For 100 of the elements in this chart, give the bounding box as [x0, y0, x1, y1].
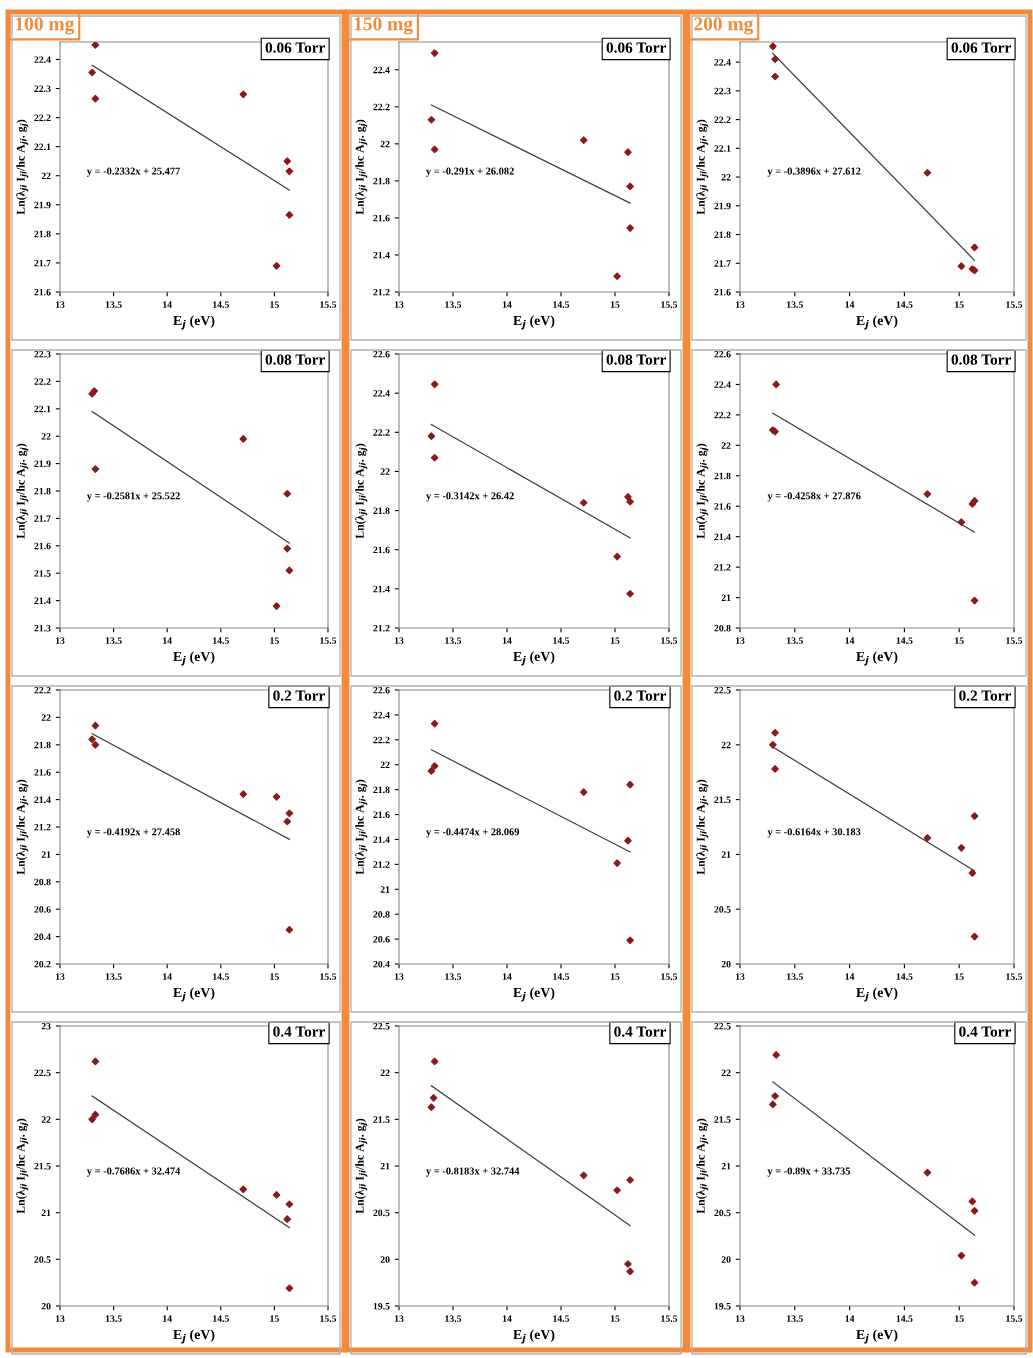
x-tick-label: 15.5: [1006, 973, 1023, 980]
text: Ln(λ$_{ji}$ I$_{ji}$/hc A$_{ji}$. g$_{j}$): [696, 443, 709, 539]
y-tick-label: 22.3: [34, 85, 51, 93]
y-tick-label: 22: [380, 468, 390, 475]
chart-title: 0.2 Torr: [273, 690, 325, 701]
y-tick-label: 21.6: [34, 288, 51, 296]
x-tick-label: 15: [270, 973, 279, 980]
y-tick-label: 21: [41, 1209, 51, 1217]
y-tick-label: 21.4: [373, 251, 390, 259]
y-tick-label: 22.4: [714, 59, 731, 66]
y-tick-label: 19.5: [714, 1302, 731, 1310]
chart-title: 0.08 Torr: [951, 354, 1011, 365]
text: Ln(λ$_{ji}$ I$_{ji}$/hc A$_{ji}$. g$_{j}$): [355, 1118, 368, 1214]
y-tick-label: 20: [721, 1256, 731, 1263]
y-tick-label: 20: [41, 1302, 51, 1310]
y-tick-label: 21.7: [34, 515, 51, 522]
y-tick-label: 22: [721, 442, 731, 449]
y-tick-label: 22: [41, 714, 51, 721]
x-tick-label: 14.5: [553, 1315, 570, 1322]
text: Ln(λ$_{ji}$ I$_{ji}$/hc A$_{ji}$. g$_{j}$): [696, 119, 709, 215]
text: Ln(λ$_{ji}$ I$_{ji}$/hc A$_{ji}$. g$_{j}$): [16, 1118, 29, 1214]
y-tick-label: 22.2: [34, 378, 51, 385]
x-tick-label: 13: [735, 637, 745, 644]
x-axis-title: E$_{j}$ (eV): [513, 987, 555, 1002]
x-tick-label: 15: [610, 973, 620, 980]
annotation: y = -0.291x + 26.082: [426, 167, 514, 177]
y-tick-label: 21.8: [714, 231, 731, 239]
x-tick-label: 13: [735, 301, 745, 308]
annotation: y = -0.4474x + 28.069: [426, 828, 520, 838]
x-tick-label: 14: [845, 637, 855, 644]
y-tick-label: 21.4: [373, 836, 390, 843]
annotation: y = -0.6164x + 30.183: [767, 828, 861, 838]
x-tick-label: 15: [610, 301, 620, 308]
x-tick-label: 14: [163, 1315, 172, 1322]
y-tick-label: 21.8: [714, 472, 731, 480]
chart-subtitle: 100 mg: [16, 17, 75, 35]
chart-title: 0.08 Torr: [265, 354, 325, 365]
y-tick-label: 21.2: [714, 564, 731, 571]
y-tick-label: 21.8: [373, 786, 390, 794]
x-tick-label: 13.5: [445, 1315, 462, 1322]
y-tick-label: 22: [380, 1069, 390, 1077]
y-tick-label: 21.6: [373, 546, 390, 554]
y-tick-label: 22.5: [714, 1022, 731, 1030]
x-tick-label: 13.5: [105, 1315, 122, 1322]
y-tick-label: 21.8: [373, 177, 390, 185]
y-tick-label: 22.2: [373, 429, 390, 436]
annotation: y = -0.3896x + 27.612: [767, 167, 861, 177]
y-tick-label: 22.4: [373, 711, 390, 719]
y-tick-label: 22: [721, 1069, 731, 1077]
text: Ln(λ$_{ji}$ I$_{ji}$/hc A$_{ji}$. g$_{j}$): [696, 779, 709, 875]
y-tick-label: 22.6: [714, 350, 731, 358]
y-tick-label: 21.2: [34, 823, 51, 831]
y-tick-label: 20.6: [373, 936, 390, 943]
x-tick-label: 13.5: [445, 301, 462, 308]
x-tick-label: 15: [955, 973, 964, 980]
y-tick-label: 19.5: [373, 1302, 390, 1310]
x-tick-label: 13.5: [105, 973, 122, 980]
x-tick-label: 14.5: [553, 301, 570, 308]
chart-title: 0.06 Torr: [265, 42, 325, 53]
text: Ln(λ$_{ji}$ I$_{ji}$/hc A$_{ji}$. g$_{j}$): [16, 443, 29, 539]
x-tick-label: 15.5: [320, 1315, 337, 1322]
x-tick-label: 15.5: [661, 1315, 678, 1322]
y-tick-label: 21.9: [34, 201, 51, 209]
y-tick-label: 21.6: [34, 542, 51, 550]
x-axis-title: E$_{j}$ (eV): [856, 651, 898, 666]
chart-subtitle: 150 mg: [354, 17, 413, 35]
y-tick-label: 22: [380, 140, 390, 148]
chart-title: 0.4 Torr: [959, 1026, 1011, 1037]
x-axis-title: E$_{j}$ (eV): [173, 315, 215, 330]
y-tick-label: 22.2: [373, 103, 390, 111]
x-tick-label: 15.5: [1006, 301, 1023, 308]
x-tick-label: 14: [502, 1315, 512, 1322]
y-tick-label: 21.5: [373, 1116, 390, 1123]
y-tick-label: 21.6: [373, 811, 390, 819]
y-tick-label: 23: [41, 1022, 51, 1030]
y-tick-label: 20.4: [373, 960, 390, 968]
y-tick-label: 21.4: [373, 585, 390, 593]
y-tick-label: 21.8: [373, 507, 390, 515]
x-tick-label: 14.5: [213, 973, 229, 980]
x-tick-label: 14: [163, 301, 172, 308]
y-tick-label: 22.4: [714, 381, 731, 388]
annotation: y = -0.8183x + 32.744: [426, 1167, 520, 1177]
y-tick-label: 22.2: [34, 686, 51, 694]
x-tick-label: 15.5: [661, 637, 678, 644]
x-tick-label: 14.5: [553, 637, 570, 644]
y-tick-label: 22.2: [34, 114, 51, 122]
x-tick-label: 13.5: [445, 973, 462, 980]
y-tick-label: 21.5: [34, 1162, 51, 1170]
x-tick-label: 14.5: [213, 301, 229, 308]
x-axis-title: E$_{j}$ (eV): [856, 315, 898, 330]
y-tick-label: 21.7: [714, 260, 731, 267]
y-tick-label: 22: [41, 1116, 51, 1123]
y-tick-label: 22.4: [373, 390, 390, 397]
x-tick-label: 15.5: [1006, 1315, 1023, 1322]
y-tick-label: 21: [721, 1162, 731, 1170]
annotation: y = -0.4258x + 27.876: [767, 492, 861, 502]
y-tick-label: 21.7: [34, 259, 51, 267]
x-axis-title: E$_{j}$ (eV): [856, 987, 898, 1002]
y-tick-label: 21.2: [373, 624, 390, 632]
y-tick-label: 22: [380, 761, 390, 769]
